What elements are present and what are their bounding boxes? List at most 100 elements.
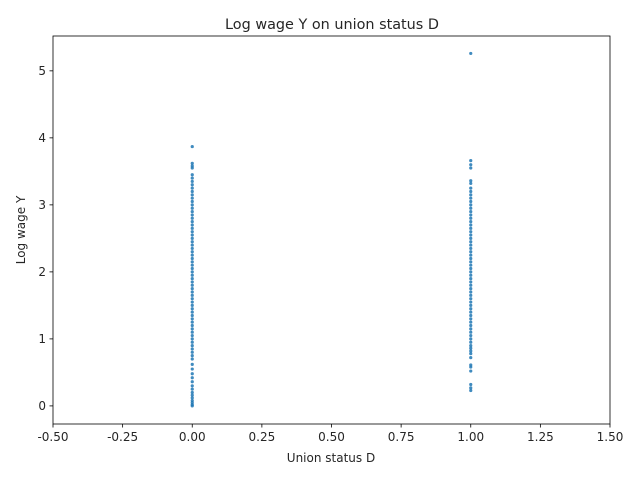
scatter-point <box>469 209 473 214</box>
scatter-point <box>190 199 194 204</box>
scatter-point <box>469 363 473 367</box>
x-axis-ticks: -0.50 -0.25 0.00 0.25 0.50 0.75 1.00 1.25 1.50 <box>37 424 623 444</box>
scatter-point <box>190 266 194 271</box>
scatter-point <box>469 323 473 328</box>
scatter-point <box>469 283 473 287</box>
scatter-point <box>190 323 194 328</box>
scatter-point <box>469 206 473 210</box>
scatter-point <box>469 320 473 324</box>
scatter-point <box>469 223 473 227</box>
scatter-point <box>469 189 473 194</box>
scatter-point <box>190 387 194 391</box>
scatter-point <box>190 380 194 384</box>
scatter-point <box>190 213 194 217</box>
x-tick-label: -0.25 <box>107 430 138 444</box>
scatter-point <box>190 243 194 247</box>
scatter-point <box>190 293 194 297</box>
scatter-point <box>190 347 194 351</box>
scatter-point <box>190 333 194 338</box>
scatter-point <box>469 179 473 183</box>
scatter-point <box>190 357 194 361</box>
scatter-point <box>190 183 194 187</box>
scatter-point <box>469 297 473 301</box>
x-tick-label: -0.50 <box>37 430 68 444</box>
scatter-point <box>469 270 473 274</box>
scatter-point <box>469 256 473 261</box>
scatter-point <box>190 337 194 341</box>
scatter-point <box>190 327 194 331</box>
scatter-point <box>190 280 194 284</box>
y-tick-label: 1 <box>38 332 46 346</box>
scatter-point <box>469 317 473 321</box>
scatter-point <box>469 349 473 353</box>
scatter-point <box>469 337 473 341</box>
scatter-point <box>190 230 194 234</box>
y-axis-ticks: 0 1 2 3 4 5 <box>38 64 53 413</box>
y-tick-label: 3 <box>38 198 46 212</box>
scatter-point <box>190 161 194 165</box>
scatter-point <box>190 236 194 240</box>
scatter-point <box>469 236 473 240</box>
scatter-point <box>190 396 194 400</box>
scatter-point <box>190 263 194 267</box>
scatter-point <box>469 186 473 190</box>
scatter-point <box>190 367 194 371</box>
scatter-point <box>469 300 473 304</box>
scatter-point <box>469 199 473 204</box>
scatter-point <box>469 193 473 197</box>
scatter-point <box>190 256 194 261</box>
scatter-point <box>469 51 473 56</box>
scatter-point <box>469 343 473 348</box>
scatter-point <box>190 343 194 348</box>
scatter-point <box>190 273 194 277</box>
x-tick-label: 1.00 <box>457 430 484 444</box>
scatter-point <box>190 246 194 251</box>
scatter-point <box>469 352 473 356</box>
scatter-point <box>469 310 473 314</box>
scatter-point <box>190 226 194 230</box>
scatter-point <box>190 362 194 366</box>
scatter-point <box>190 320 194 324</box>
scatter-point <box>469 303 473 307</box>
scatter-point <box>469 346 473 350</box>
scatter-point <box>190 196 194 200</box>
scatter-point <box>469 243 473 247</box>
scatter-point <box>469 307 473 311</box>
scatter-point <box>469 226 473 230</box>
scatter-point <box>190 173 194 177</box>
scatter-point <box>190 303 194 307</box>
scatter-point <box>190 390 194 395</box>
scatter-point <box>469 280 473 284</box>
chart-title: Log wage Y on union status D <box>225 17 439 33</box>
x-tick-label: 1.25 <box>527 430 554 444</box>
scatter-point <box>190 340 194 344</box>
scatter-point <box>469 263 473 267</box>
scatter-point <box>469 369 473 373</box>
scatter-point <box>469 290 473 294</box>
scatter-point <box>469 181 473 186</box>
scatter-point <box>469 273 473 277</box>
scatter-point <box>469 163 473 167</box>
scatter-point <box>190 313 194 318</box>
scatter-point <box>469 330 473 334</box>
scatter-point <box>190 287 194 291</box>
scatter-point <box>469 340 473 344</box>
scatter-point <box>190 354 194 358</box>
scatter-point <box>190 179 194 184</box>
scatter-point <box>469 250 473 254</box>
scatter-point <box>190 189 194 194</box>
scatter-point <box>469 220 473 224</box>
scatter-point <box>469 159 473 163</box>
scatter-point <box>190 270 194 274</box>
scatter-point <box>469 287 473 291</box>
scatter-point <box>469 203 473 207</box>
x-tick-label: 0.25 <box>249 430 276 444</box>
scatter-point <box>190 203 194 207</box>
scatter-point <box>469 260 473 264</box>
scatter-point <box>190 307 194 311</box>
scatter-point <box>190 233 194 237</box>
y-tick-label: 4 <box>38 131 46 145</box>
